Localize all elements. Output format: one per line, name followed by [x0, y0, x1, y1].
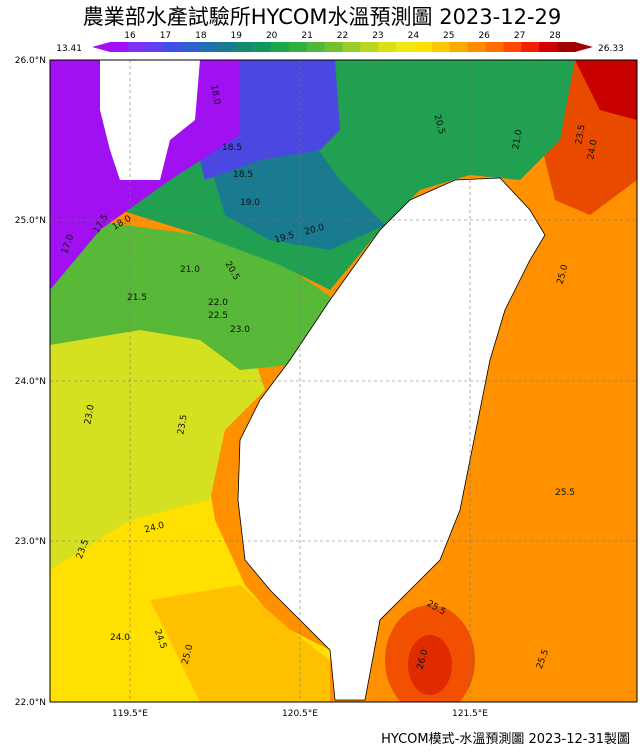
contour-label: 21.5 — [127, 293, 147, 303]
contour-label: 22.0 — [208, 298, 228, 308]
lat-label: 26.0°N — [15, 56, 46, 66]
contour-label: 18.5 — [233, 170, 253, 180]
sea-red-core — [408, 635, 452, 695]
sea-amber — [150, 585, 330, 702]
lon-label: 120.5°E — [282, 709, 318, 719]
colorbar-segment — [181, 42, 200, 52]
contour-label: 23.5 — [574, 124, 587, 145]
colorbar-min-label: 13.41 — [56, 44, 82, 54]
colorbar-segment — [306, 42, 325, 52]
colorbar-tick-label: 20 — [266, 31, 278, 41]
contour-label: 23.0 — [230, 325, 250, 335]
colorbar-segment — [217, 42, 236, 52]
colorbar-segment — [288, 42, 308, 52]
colorbar-segment — [503, 42, 522, 52]
colorbar-tick-label: 19 — [231, 31, 243, 41]
colorbar-segment — [199, 42, 218, 52]
contour-label: 21.0 — [511, 129, 524, 151]
colorbar-segment — [163, 42, 182, 52]
sea-green — [50, 215, 335, 370]
colorbar-arrow-low — [92, 42, 110, 52]
colorbar-tick-label: 16 — [124, 31, 136, 41]
colorbar-segment — [342, 42, 361, 52]
contour-label: 24.0 — [586, 139, 599, 161]
colorbar-segment — [253, 42, 272, 52]
colorbar-segment — [235, 42, 254, 52]
land-china — [100, 60, 200, 180]
axes: 26.0°N 25.0°N 24.0°N 23.0°N 22.0°N 119.5°E 120… — [15, 56, 489, 719]
contour-label: 21.0 — [180, 265, 200, 275]
colorbar-segment — [396, 42, 415, 52]
contour-label: 23.0 — [83, 404, 96, 426]
colorbar-tick-label: 27 — [514, 31, 525, 41]
contour-label: 24.0 — [110, 633, 130, 643]
colorbar-segment — [414, 42, 433, 52]
colorbar-tick-label: 25 — [443, 31, 454, 41]
lon-label: 121.5°E — [452, 709, 488, 719]
colorbar-tick-label: 22 — [337, 31, 348, 41]
colorbar-segment — [360, 42, 379, 52]
colorbar-tick-label: 17 — [160, 31, 171, 41]
colorbar-segment — [539, 42, 558, 52]
map: 18.018.518.519.019.520.020.521.0 23.524.0… — [50, 60, 637, 702]
colorbar-max-label: 26.33 — [598, 44, 624, 54]
contour-label: 18.5 — [222, 143, 242, 153]
colorbar-arrow-high — [575, 42, 593, 52]
sea-lime — [50, 315, 265, 570]
colorbar-segment — [378, 42, 397, 52]
footer: HYCOM模式-水溫預測圖 2023-12-31製圖 — [381, 732, 630, 747]
graticule — [50, 60, 637, 702]
colorbar-tick-label: 26 — [478, 31, 490, 41]
contour-label: 19.0 — [240, 198, 260, 208]
colorbar-tick-label: 18 — [195, 31, 207, 41]
lon-label: 119.5°E — [112, 709, 148, 719]
colorbar-segment — [110, 42, 129, 52]
colorbar-segment — [145, 42, 164, 52]
contour-label: 22.5 — [208, 311, 228, 321]
colorbar-tick-label: 28 — [549, 31, 561, 41]
lat-label: 24.0°N — [15, 377, 46, 387]
colorbar-tick-label: 24 — [408, 31, 420, 41]
lat-label: 22.0°N — [15, 698, 46, 708]
colorbar-segment — [270, 42, 290, 52]
colorbar-segment — [324, 42, 343, 52]
land-taiwan — [237, 177, 546, 701]
map-frame — [49, 59, 638, 703]
colorbar-segment — [467, 42, 486, 52]
sea-darkred — [575, 60, 637, 120]
contour-label: 18.0 — [208, 84, 221, 106]
colorbar-segment — [431, 42, 451, 52]
colorbar-tick-label: 21 — [301, 31, 312, 41]
contour-label: 23.5 — [176, 414, 189, 435]
colorbar-segment — [449, 42, 468, 52]
colorbar-segment — [485, 42, 504, 52]
lat-label: 25.0°N — [15, 216, 46, 226]
colorbar: 13.41 26.33 16 17 18 19 20 21 22 23 24 25 26 27 28 — [56, 31, 624, 54]
contour-label: 25.5 — [555, 488, 575, 498]
colorbar-segment — [521, 42, 540, 52]
lat-label: 23.0°N — [15, 537, 46, 547]
colorbar-segment — [127, 42, 147, 52]
colorbar-tick-label: 23 — [372, 31, 383, 41]
colorbar-segment — [557, 42, 576, 52]
title: 農業部水產試驗所HYCOM水溫預測圖 2023-12-29 — [83, 5, 562, 29]
